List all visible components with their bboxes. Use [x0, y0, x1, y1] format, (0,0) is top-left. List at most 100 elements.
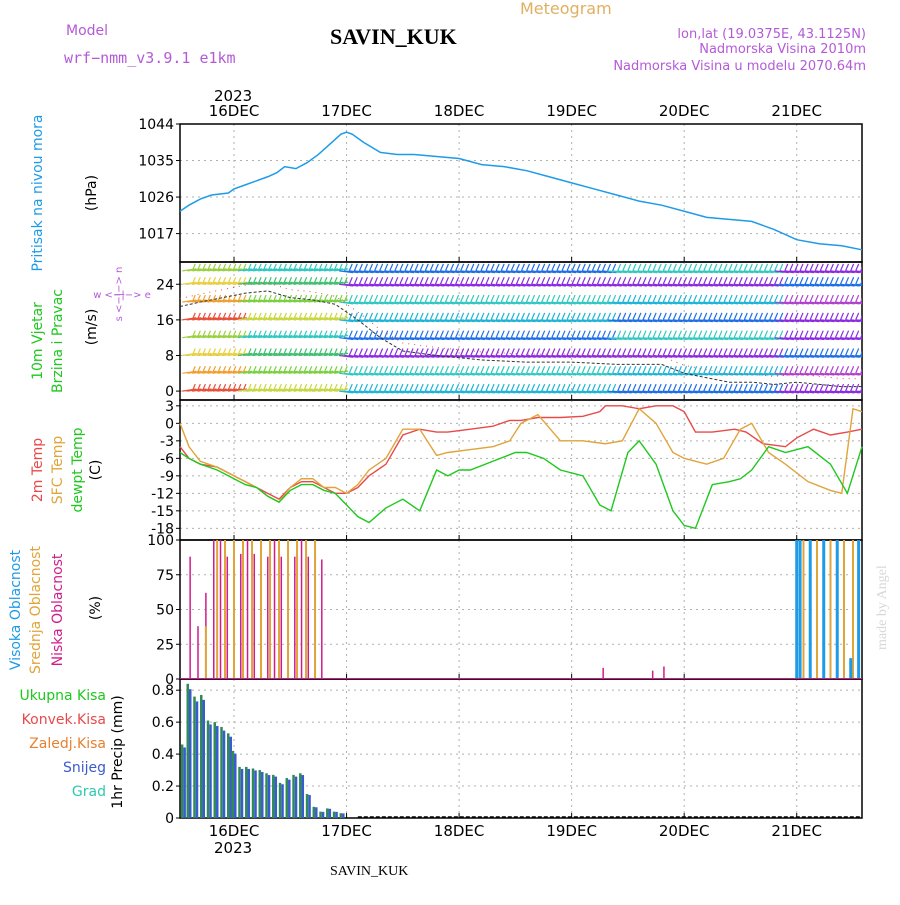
wind-barb [283, 281, 298, 285]
wind-barb [759, 354, 774, 358]
wind-barb [688, 283, 703, 287]
wind-barb [673, 283, 688, 287]
wind-barb-feather [769, 330, 774, 338]
wind-barb [445, 390, 460, 394]
wind-barb-feather [596, 366, 601, 374]
wind-barb [222, 352, 237, 357]
wind-barb [521, 283, 536, 287]
wind-barb-feather [733, 312, 738, 321]
wind-barb-feather [384, 348, 389, 356]
wind-barb [212, 281, 227, 285]
wind-barb-feather [439, 366, 444, 374]
wind-barb [430, 337, 445, 341]
wind-barb-feather [845, 294, 850, 303]
wind-barb-feather [632, 348, 637, 356]
wind-barb-feather [728, 330, 733, 338]
wind-barb-feather [855, 383, 860, 392]
wind-barb-feather [348, 383, 353, 392]
wind-barb-feather [591, 277, 596, 285]
wind-barb-feather [718, 277, 723, 285]
wind-barb [288, 299, 303, 303]
wind-barb [511, 337, 526, 341]
wind-barb [506, 283, 521, 287]
wind-barb-feather [642, 263, 647, 272]
wind-barb-feather [703, 366, 708, 374]
wind-barb-feather [662, 383, 667, 392]
wind-barb-feather [637, 263, 642, 272]
wind-barb [384, 270, 399, 274]
wind-barb-feather [470, 348, 475, 356]
wind-barb-feather [809, 277, 814, 285]
wind-barb [789, 390, 805, 394]
wind-barb [673, 301, 688, 305]
wind-barb-feather [728, 312, 733, 321]
wind-barb-feather [510, 366, 515, 374]
wind-barb [860, 390, 862, 392]
wind-barb [278, 299, 293, 303]
wind-barb [496, 354, 511, 358]
wind-barb [263, 388, 278, 392]
wind-barb-feather [455, 383, 460, 392]
wind-barb-feather [576, 366, 581, 374]
wind-barb [182, 317, 197, 321]
wind-barb-feather [460, 330, 465, 338]
wind-barb-feather [672, 294, 677, 303]
wind-barb-feather [758, 277, 764, 285]
wind-barb [850, 270, 862, 273]
wind-barb [410, 283, 425, 287]
wind-barb-feather [434, 348, 439, 356]
wind-barb [399, 301, 415, 305]
wind-barb [531, 337, 546, 341]
wind-barb-feather [485, 277, 490, 285]
wind-barb [577, 301, 592, 305]
wind-barb-feather [703, 263, 708, 272]
wind-barb-feather [343, 277, 348, 285]
wind-barb [359, 319, 374, 323]
wind-barb [202, 281, 217, 285]
wind-barb [318, 281, 334, 285]
wind-barb-feather [429, 383, 434, 392]
wind-barb [227, 370, 242, 374]
wind-barb-feather [814, 348, 819, 356]
wind-barb-feather [576, 263, 581, 272]
wind-barb-feather [470, 330, 475, 338]
wind-barb [247, 268, 263, 272]
wind-barb [237, 334, 253, 339]
wind-barb-feather [682, 366, 688, 374]
wind-barb-feather [632, 330, 637, 338]
wind-barb [415, 372, 430, 376]
wind-barb [648, 372, 663, 376]
wind-barb [293, 370, 308, 374]
wind-barb [784, 283, 799, 287]
wind-barb [794, 337, 810, 341]
wind-barb [273, 370, 288, 374]
wind-barb [313, 388, 329, 392]
wind-barb-feather [525, 263, 531, 272]
wind-barb-feather [794, 330, 799, 338]
wind-barb [283, 334, 298, 339]
wind-barb [648, 354, 663, 358]
wind-barb [202, 388, 217, 392]
wind-barb [825, 270, 840, 274]
y-tick-label-wind: 16 [156, 313, 174, 329]
wind-barb-feather [677, 383, 682, 392]
wind-barb [506, 337, 521, 341]
wind-barb-feather [763, 366, 769, 374]
wind-barb [329, 281, 344, 285]
wind-barb [693, 319, 708, 323]
wind-barb [597, 372, 612, 376]
wind-barb [410, 301, 425, 305]
wind-barb [480, 283, 496, 287]
wind-barb [374, 283, 389, 287]
wind-barb [673, 337, 688, 341]
wind-barb [632, 319, 648, 323]
wind-barb-feather [612, 330, 617, 338]
wind-barb [394, 390, 410, 394]
wind-barb-feather [586, 294, 591, 303]
wind-barb [734, 354, 749, 358]
wind-barb [258, 352, 273, 357]
wind-barb-feather [581, 366, 586, 374]
wind-barb [460, 390, 475, 394]
wind-barb [587, 319, 602, 323]
wind-barb [227, 388, 242, 392]
